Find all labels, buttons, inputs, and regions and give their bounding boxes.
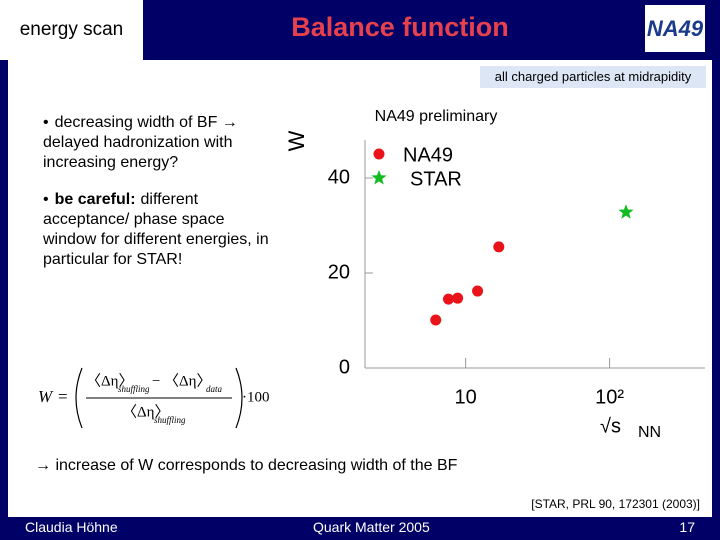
formula-term: 〈Δη〉	[86, 372, 134, 389]
y-axis-label: W	[284, 130, 309, 151]
x-tick-label: 10²	[595, 386, 624, 408]
footer-author: Claudia Höhne	[25, 519, 118, 535]
bullet-marker: •	[43, 191, 49, 208]
content-area	[8, 60, 712, 517]
chart-title: NA49 preliminary	[375, 108, 498, 125]
formula-minus: −	[152, 373, 160, 389]
footer-event: Quark Matter 2005	[313, 519, 430, 535]
formula-sub: shuffling	[154, 415, 186, 425]
point	[442, 293, 454, 305]
paren	[75, 367, 83, 429]
logo: NA49	[645, 5, 705, 52]
formula-sub: shuffling	[118, 384, 150, 394]
legend-label: NA49	[403, 144, 453, 166]
point	[618, 204, 634, 219]
x-axis-label: √s	[600, 415, 621, 437]
footer-page: 17	[679, 519, 695, 535]
y-tick-label: 40	[328, 166, 350, 188]
slide-title: Balance function	[291, 12, 509, 42]
formula-times: ·100	[242, 389, 270, 405]
point	[430, 314, 442, 326]
x-axis-label-sub: NN	[638, 424, 661, 441]
header: energy scan	[0, 0, 143, 60]
paren	[235, 367, 243, 429]
point	[493, 241, 505, 253]
formula: W = 〈Δη〉 shuffling − 〈Δη〉 data 〈Δη〉 shuf…	[38, 367, 270, 429]
note: all charged particles at midrapidity	[480, 66, 706, 88]
point	[472, 285, 484, 297]
formula-term: 〈Δη〉	[164, 372, 212, 389]
bullet: • be careful: different acceptance/ phase …	[43, 190, 278, 270]
legend-marker	[371, 170, 387, 185]
bullet-marker: •	[43, 114, 49, 131]
y-tick-label: 0	[339, 356, 350, 378]
y-tick-label: 20	[328, 261, 350, 283]
legend-marker	[373, 148, 385, 160]
bullet-text: decreasing width of BF → delayed hadroni…	[43, 114, 238, 171]
point	[452, 292, 464, 304]
x-tick-label: 10	[455, 386, 477, 408]
formula-lhs: W	[38, 387, 54, 406]
bullet: • decreasing width of BF → delayed hadron…	[43, 113, 278, 173]
legend-label: STAR	[410, 168, 462, 190]
bullet-bold: be careful:	[54, 191, 136, 208]
reference: [STAR, PRL 90, 172301 (2003)]	[531, 497, 700, 511]
formula-eq: =	[58, 387, 68, 406]
formula-term: 〈Δη〉	[122, 403, 170, 420]
conclusion: → increase of W corresponds to decreasin…	[35, 457, 458, 474]
formula-sub: data	[206, 384, 223, 394]
bullet-text: different acceptance/ phase space window…	[43, 191, 269, 268]
